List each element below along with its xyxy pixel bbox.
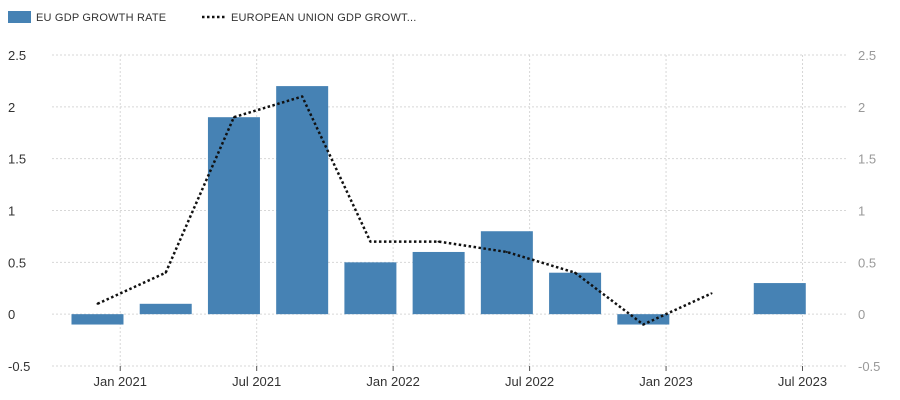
bar xyxy=(207,117,260,315)
x-tick-label: Jul 2021 xyxy=(232,374,281,389)
y-tick-label-right: -0.5 xyxy=(858,359,880,374)
x-tick-label: Jan 2023 xyxy=(639,374,693,389)
series-line xyxy=(96,95,713,326)
y-tick-label-left: 2 xyxy=(8,100,15,115)
bar xyxy=(139,303,192,315)
bar xyxy=(412,251,465,315)
y-tick-label-left: 0.5 xyxy=(8,255,26,270)
line-point xyxy=(164,271,167,274)
line-point xyxy=(96,302,99,305)
line-point xyxy=(301,95,304,98)
y-tick-label-left: 1 xyxy=(8,204,15,219)
line-point xyxy=(232,116,235,119)
x-tick-label: Jul 2023 xyxy=(778,374,827,389)
y-tick-label-right: 0.5 xyxy=(858,255,876,270)
y-tick-label-left: 2.5 xyxy=(8,48,26,63)
bars-layer xyxy=(71,86,806,325)
y-tick-label-right: 2.5 xyxy=(858,48,876,63)
legend: EU GDP GROWTH RATE EUROPEAN UNION GDP GR… xyxy=(8,11,417,24)
y-tick-label-left: 1.5 xyxy=(8,152,26,167)
bar xyxy=(276,86,329,315)
line-point xyxy=(710,292,713,295)
line-point xyxy=(505,250,508,253)
line-point xyxy=(574,271,577,274)
line-layer xyxy=(96,95,713,326)
line-point xyxy=(369,240,372,243)
x-tick-label: Jan 2021 xyxy=(93,374,147,389)
grid-layer xyxy=(52,54,848,367)
line-point xyxy=(642,323,645,326)
legend-label-bar[interactable]: EU GDP GROWTH RATE xyxy=(36,12,166,24)
bar xyxy=(71,314,124,325)
bar xyxy=(480,231,533,315)
bar xyxy=(617,314,670,325)
line-point xyxy=(437,240,440,243)
axis-layer: 2.5 2.5 2 2 1.5 1.5 1 1 0.5 0.5 0 0 -0.5 -0.5 Jan 2021… xyxy=(8,48,880,389)
y-tick-label-left: -0.5 xyxy=(8,359,30,374)
y-tick-label-right: 1 xyxy=(858,204,865,219)
x-tick-label: Jul 2022 xyxy=(505,374,554,389)
bar xyxy=(753,283,806,315)
legend-label-line[interactable]: EUROPEAN UNION GDP GROWT... xyxy=(231,12,417,24)
y-tick-label-right: 1.5 xyxy=(858,152,876,167)
legend-swatch-bar xyxy=(8,11,31,23)
y-tick-label-left: 0 xyxy=(8,307,15,322)
x-tick-label: Jan 2022 xyxy=(366,374,420,389)
y-tick-label-right: 2 xyxy=(858,100,865,115)
y-tick-label-right: 0 xyxy=(858,307,865,322)
bar xyxy=(344,262,397,315)
bar xyxy=(549,272,602,315)
